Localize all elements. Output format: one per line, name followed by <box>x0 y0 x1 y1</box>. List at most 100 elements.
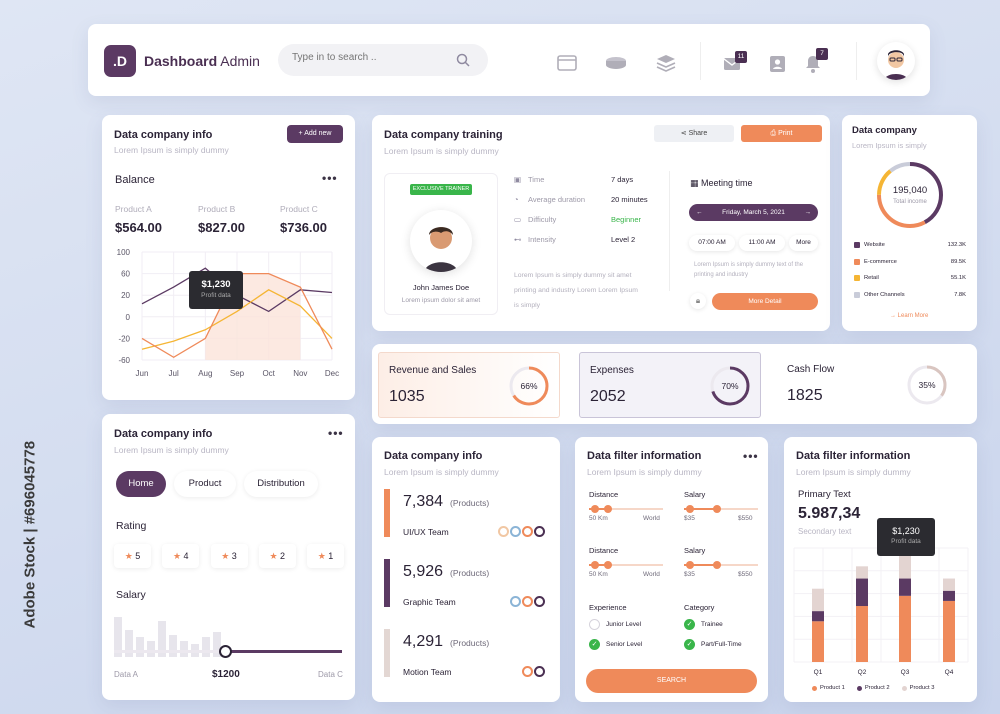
plus-icon: + <box>298 130 303 137</box>
x-tick-label: Q2 <box>858 669 867 676</box>
checkbox[interactable]: ✓ <box>589 639 600 650</box>
time-slot-more[interactable]: More <box>789 235 818 251</box>
tab-distribution[interactable]: Distribution <box>244 471 318 497</box>
browser-window-icon[interactable] <box>557 55 577 71</box>
salary-bar <box>169 634 177 657</box>
detail-intensity: ⊷ Intensity Level 2 <box>514 235 664 244</box>
star-icon: ★ <box>317 551 326 561</box>
rating-value: 4 <box>183 551 189 561</box>
detail-value: 7 days <box>611 175 634 184</box>
card-subtitle: Lorem Ipsum is simply dummy <box>384 146 499 156</box>
legend-value: 89.5K <box>950 258 966 265</box>
detail-label: Intensity <box>528 235 556 244</box>
team-name: UI/UX Team <box>403 527 449 537</box>
logo[interactable]: .D <box>104 45 136 77</box>
legend-item: Website 132.3K <box>854 241 966 258</box>
meeting-description: Lorem Ipsum is simply dummy text of the … <box>694 262 804 278</box>
share-button[interactable]: ⋖ Share <box>654 125 734 142</box>
detail-difficulty: ▭ Difficulty Beginner <box>514 215 664 224</box>
user-avatar[interactable] <box>877 42 915 80</box>
rating-label: Rating <box>116 520 147 532</box>
card-title: Data company info <box>114 129 213 141</box>
checkbox[interactable]: ✓ <box>684 619 695 630</box>
data-company-card: Data company Lorem Ipsum is simply 195,0… <box>842 115 977 331</box>
slider-handle-max[interactable] <box>603 561 612 569</box>
kpi-percent: 66% <box>520 381 538 391</box>
search-input[interactable] <box>292 52 452 63</box>
slider-handle-max[interactable] <box>713 561 722 569</box>
search-box[interactable] <box>278 44 488 76</box>
more-options-icon[interactable]: ••• <box>322 171 338 185</box>
salary-bar <box>213 632 221 657</box>
rating-chip-1[interactable]: ★ 1 <box>307 544 344 568</box>
tab-home[interactable]: Home <box>116 471 166 497</box>
team-member-avatar-icon <box>510 596 521 607</box>
print-button[interactable]: ⎙ Print <box>741 125 822 142</box>
more-detail-button[interactable]: More Detail <box>712 293 818 310</box>
checkbox[interactable]: ✓ <box>684 639 695 650</box>
time-slot-1[interactable]: 07:00 AM <box>689 235 735 251</box>
checkbox[interactable] <box>589 619 600 630</box>
donut-center-label: Total income <box>893 199 927 205</box>
next-arrow-icon[interactable]: → <box>804 209 812 216</box>
checkbox-label: Part/Full-Time <box>701 641 742 648</box>
header-bar: .D Dashboard Admin 11 7 <box>88 24 930 96</box>
time-slot-2[interactable]: 11:00 AM <box>739 235 785 251</box>
watermark-text: Adobe Stock | #696045778 <box>21 440 39 629</box>
slider-track[interactable] <box>589 564 663 566</box>
product-b-name: Product B <box>198 204 236 214</box>
primary-value: 5.987,34 <box>798 505 861 522</box>
team-unit: (Products) <box>450 638 490 648</box>
prev-arrow-icon[interactable]: ← <box>696 209 703 216</box>
search-button[interactable]: SEARCH <box>586 669 757 693</box>
contacts-icon[interactable] <box>769 55 786 73</box>
salary-slider-track[interactable] <box>226 650 342 653</box>
slider-handle-min[interactable] <box>591 561 599 569</box>
slider-handle-min[interactable] <box>686 505 694 513</box>
detail-label: Average duration <box>528 195 585 204</box>
team-member-avatar-icon <box>522 666 533 677</box>
product-b-value: $827.00 <box>198 220 245 235</box>
meeting-date-bar[interactable]: ← Friday, March 5, 2021 → <box>689 204 818 221</box>
teams-card: Data company info Lorem Ipsum is simply … <box>372 437 560 702</box>
slider-fill <box>684 564 718 566</box>
kpi-progress-ring <box>907 365 947 405</box>
slider-handle-max[interactable] <box>713 505 722 513</box>
salary-slider-handle[interactable] <box>219 645 232 658</box>
checkbox-label: Junior Level <box>606 621 642 628</box>
app-title-suffix: Admin <box>220 53 260 69</box>
rating-chip-5[interactable]: ★ 5 <box>114 544 151 568</box>
legend-value: 55.1K <box>950 275 966 281</box>
rating-chip-2[interactable]: ★ 2 <box>259 544 296 568</box>
legend-name: E-commerce <box>864 258 897 265</box>
slider-handle-min[interactable] <box>591 505 599 513</box>
salary-bar <box>180 641 188 657</box>
rating-chip-4[interactable]: ★ 4 <box>162 544 199 568</box>
legend-value: 7.8K <box>954 291 966 298</box>
slider-handle-min[interactable] <box>686 561 694 569</box>
bar-segment <box>899 578 911 596</box>
product-c-name: Product C <box>280 204 318 214</box>
learn-more-link[interactable]: → Learn More <box>890 313 929 319</box>
add-new-button[interactable]: + Add new <box>287 125 343 143</box>
more-options-icon[interactable]: ••• <box>743 449 759 463</box>
more-options-icon[interactable]: ••• <box>328 426 344 440</box>
kpi-percent: 70% <box>721 381 739 391</box>
rating-chip-3[interactable]: ★ 3 <box>211 544 248 568</box>
card-title: Data company training <box>384 129 503 141</box>
card-subtitle: Lorem Ipsum is simply dummy <box>796 467 911 477</box>
rating-value: 1 <box>328 551 334 561</box>
x-tick-label: Dec <box>325 369 339 378</box>
kpi-label: Expenses <box>590 365 634 376</box>
kpi-value: 1035 <box>389 388 425 405</box>
team-color-bar <box>384 559 390 607</box>
search-icon[interactable] <box>456 53 470 67</box>
salary-axis-right: Data C <box>318 670 343 679</box>
ring-fill <box>509 366 549 406</box>
slider-handle-max[interactable] <box>603 505 612 513</box>
legend-label: Product 2 <box>864 685 890 691</box>
slider-track[interactable] <box>589 508 663 510</box>
tab-product[interactable]: Product <box>174 471 236 497</box>
coins-icon[interactable] <box>605 56 627 70</box>
layers-icon[interactable] <box>656 54 676 72</box>
